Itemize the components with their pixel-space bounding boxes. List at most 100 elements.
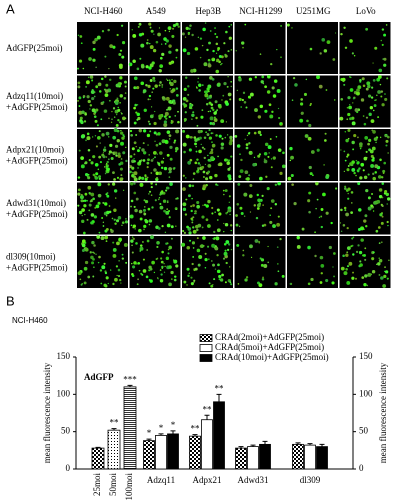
cell <box>325 175 330 180</box>
cell <box>152 157 155 160</box>
cell <box>157 162 161 165</box>
cell <box>172 24 176 28</box>
cell <box>78 105 81 107</box>
cell <box>294 83 298 87</box>
cell <box>278 116 281 120</box>
bar <box>292 443 304 470</box>
cell <box>175 94 179 97</box>
cell <box>267 74 271 79</box>
cell <box>93 215 97 219</box>
cell <box>205 102 209 106</box>
cell <box>132 59 136 64</box>
cell <box>269 114 274 119</box>
cell <box>157 198 160 201</box>
cell <box>133 191 137 195</box>
cell <box>259 53 262 55</box>
cell <box>106 210 110 215</box>
cell <box>101 133 105 137</box>
cell <box>168 138 171 140</box>
cell <box>211 260 213 262</box>
cell <box>187 274 190 278</box>
error-bar <box>111 428 117 431</box>
cell <box>270 158 273 160</box>
cell <box>101 153 105 157</box>
cell <box>104 166 106 168</box>
cell <box>150 235 154 240</box>
cell <box>168 245 173 250</box>
cell <box>277 263 279 265</box>
cell <box>272 94 277 98</box>
cell <box>196 237 199 240</box>
cell <box>220 146 224 150</box>
cell <box>146 39 149 41</box>
cell <box>173 259 178 264</box>
cell <box>170 120 173 122</box>
cell <box>113 116 116 118</box>
cell <box>147 144 149 146</box>
cell <box>164 111 169 116</box>
cell <box>189 24 192 27</box>
cell <box>174 275 177 278</box>
micrograph-bg <box>129 129 181 181</box>
cell <box>345 253 349 257</box>
cell <box>167 248 170 251</box>
cell <box>203 156 206 160</box>
cell <box>227 92 232 97</box>
cell <box>92 58 96 62</box>
cell <box>381 196 384 199</box>
cell <box>290 155 294 160</box>
cell <box>279 122 283 125</box>
cell <box>201 226 204 229</box>
cell <box>135 111 138 114</box>
cell <box>357 136 359 139</box>
cell <box>133 158 135 160</box>
cell <box>116 129 120 133</box>
cell <box>100 77 104 81</box>
error-bar <box>238 446 244 449</box>
cell <box>96 35 101 40</box>
cell <box>148 279 151 281</box>
micrograph <box>128 22 181 74</box>
cell <box>101 216 104 219</box>
cell <box>93 266 95 268</box>
cell <box>113 189 118 193</box>
cell <box>172 101 176 105</box>
cell <box>372 176 376 181</box>
cell <box>360 238 364 242</box>
cell <box>307 136 312 141</box>
column-header: NCI-H460 <box>84 6 123 16</box>
cell <box>112 171 115 175</box>
cell <box>332 266 334 268</box>
cell <box>216 58 220 62</box>
cell <box>185 177 187 179</box>
cell <box>249 244 253 249</box>
cell <box>95 204 100 209</box>
cell <box>137 25 140 28</box>
cell <box>137 261 141 265</box>
cell <box>370 119 375 123</box>
cell <box>353 134 357 138</box>
cell <box>242 46 244 49</box>
cell <box>151 260 155 265</box>
cell <box>190 276 193 279</box>
cell <box>256 193 259 197</box>
cell <box>381 103 385 107</box>
cell <box>88 203 92 207</box>
cell <box>213 118 218 122</box>
cell <box>118 83 121 86</box>
cell <box>115 265 119 268</box>
cell <box>375 141 377 144</box>
cell <box>204 267 207 269</box>
cell <box>93 252 96 255</box>
cell <box>316 75 321 80</box>
cell <box>90 221 94 225</box>
cell <box>78 210 83 215</box>
cell <box>223 42 226 45</box>
cell <box>308 210 311 214</box>
cell <box>320 225 324 229</box>
cell <box>137 149 140 153</box>
cell <box>188 27 191 30</box>
cell <box>120 131 124 135</box>
cell <box>89 104 93 107</box>
cell <box>372 172 375 175</box>
